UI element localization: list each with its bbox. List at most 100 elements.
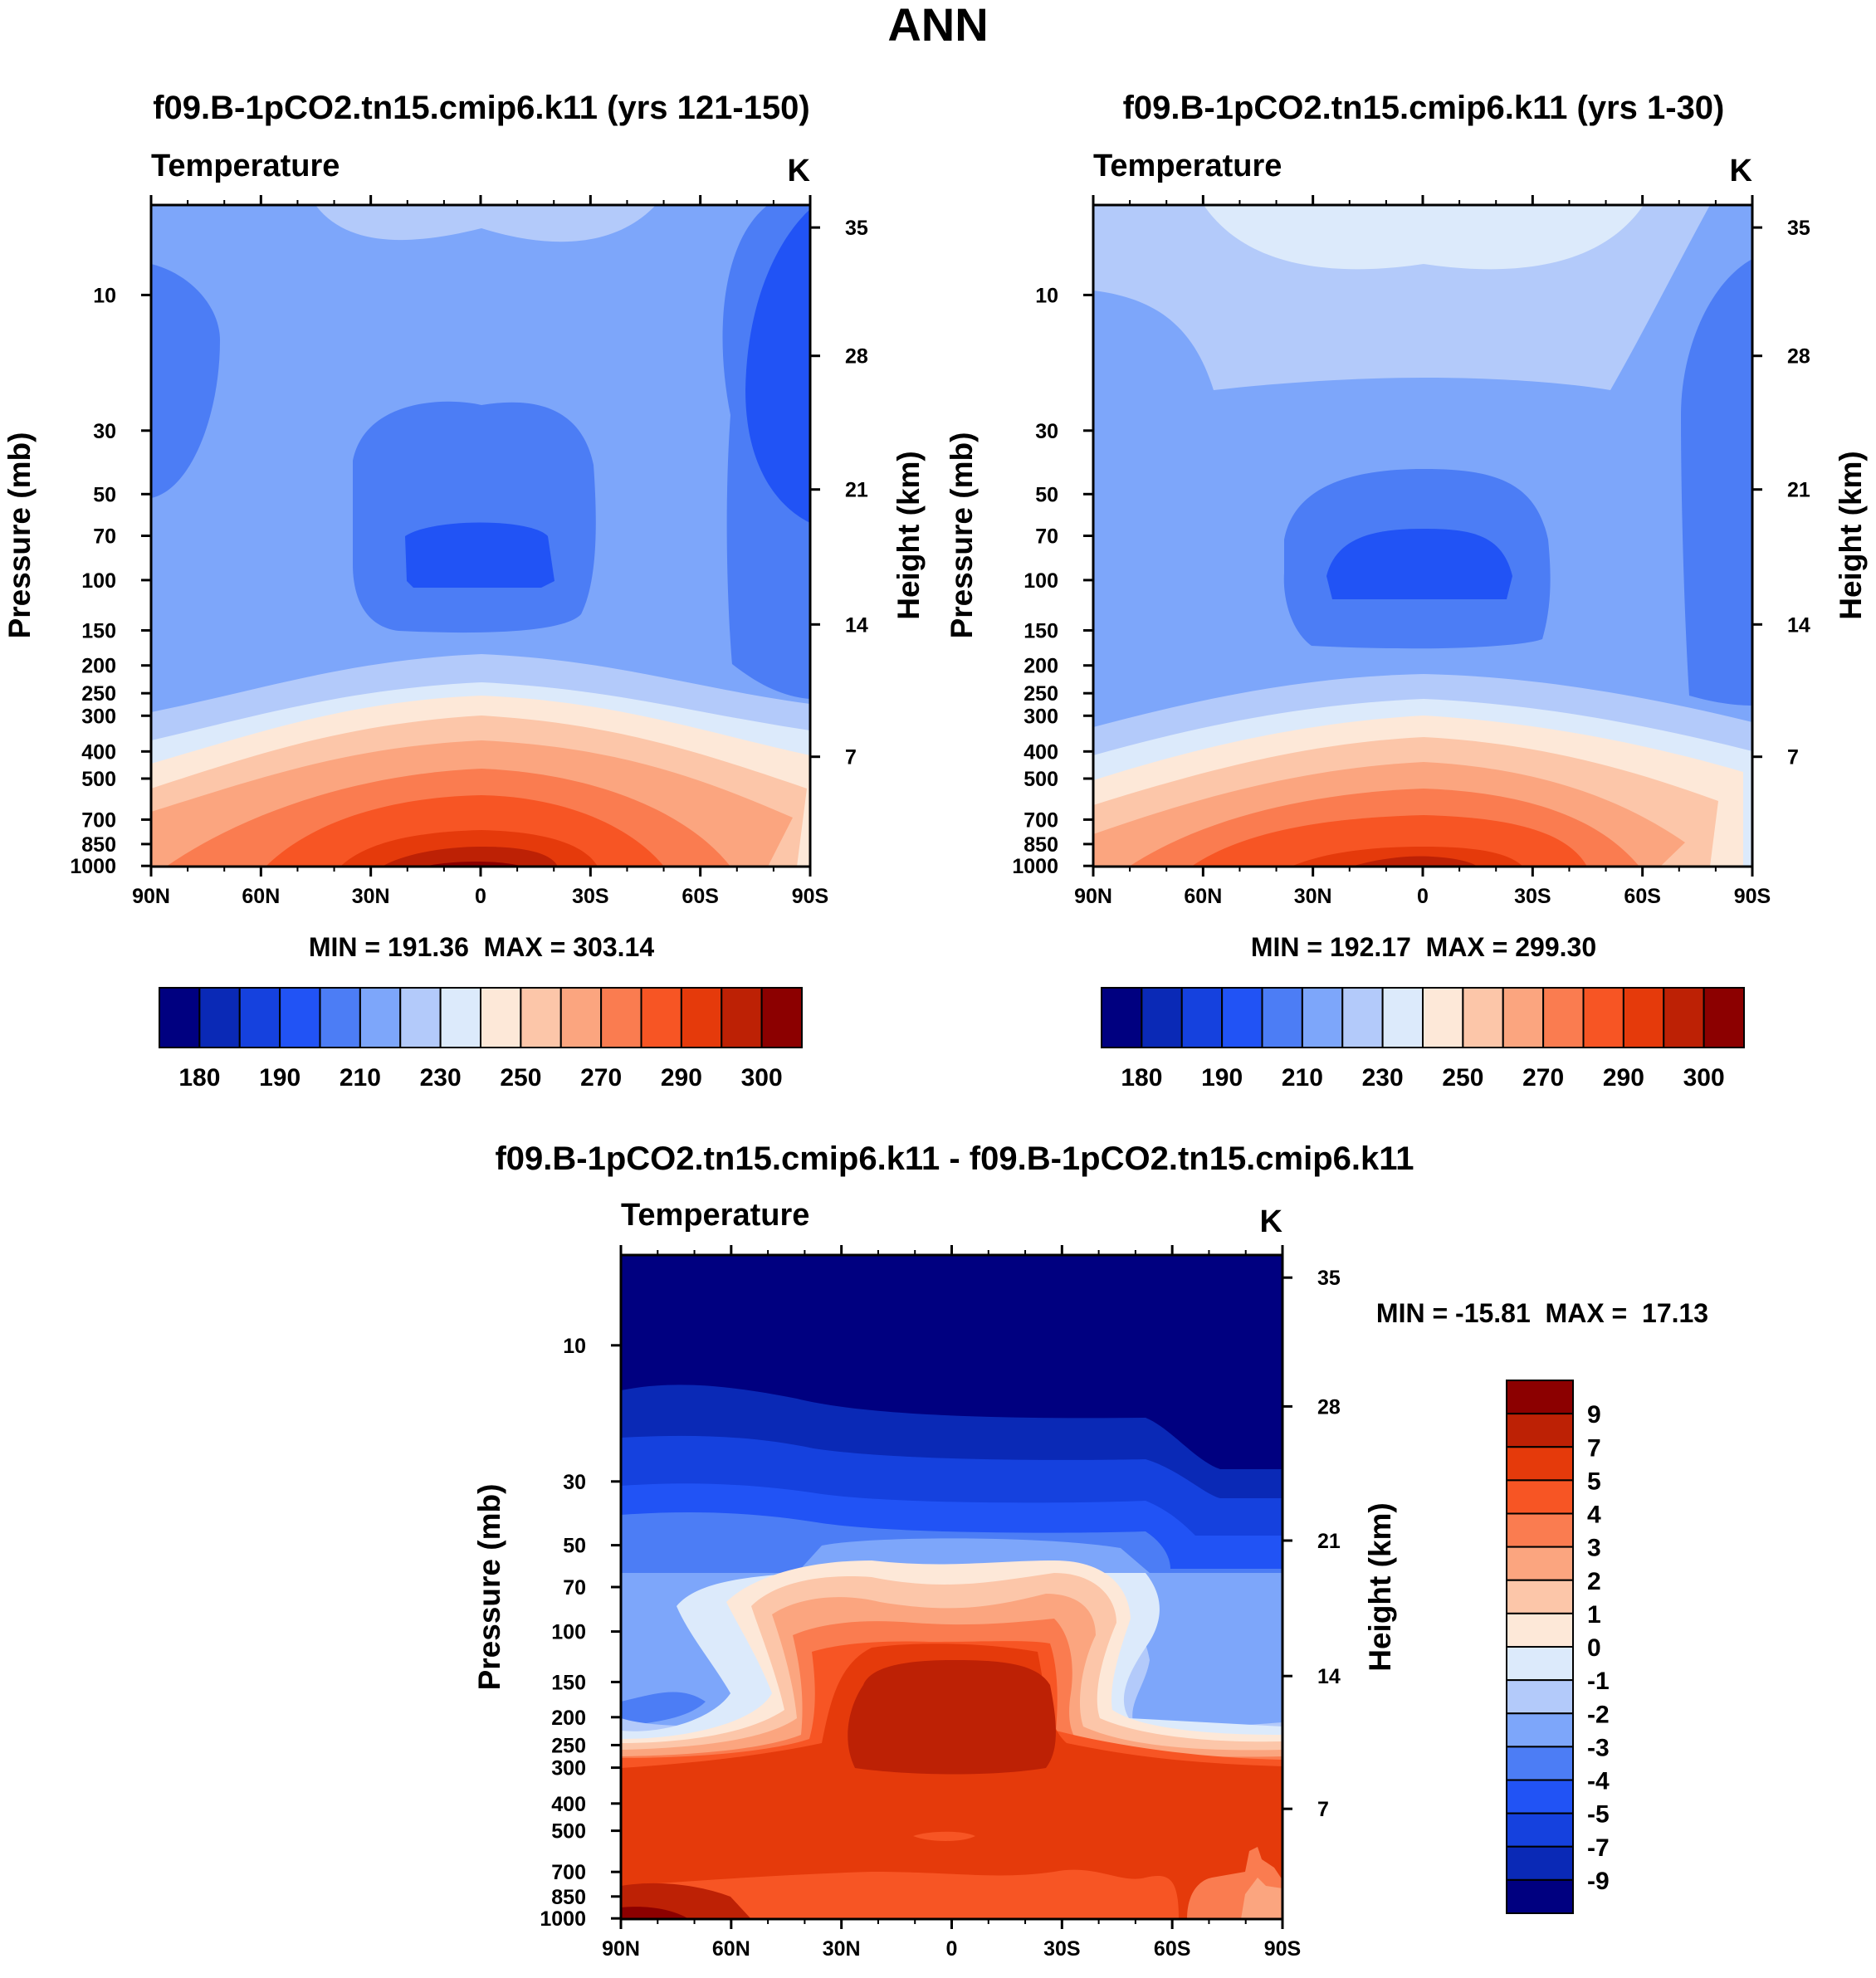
panel-2-ticks-y2tick-label: 28 bbox=[1787, 345, 1810, 369]
colorbar-swatch bbox=[480, 987, 522, 1048]
panel-1-ticks-xtick-label: 90S bbox=[792, 885, 828, 908]
panel-3-ticks-ytick-label: 70 bbox=[563, 1576, 586, 1599]
colorbar-swatch bbox=[721, 987, 763, 1048]
panel-3-ticks-ytick-label: 10 bbox=[563, 1335, 586, 1358]
colorbar-swatch bbox=[1301, 987, 1344, 1048]
panel-2-ticks-ytick-label: 10 bbox=[1035, 284, 1058, 307]
colorbar-label: -9 bbox=[1587, 1868, 1610, 1895]
panel-3-ticks-xtick-label: 0 bbox=[946, 1937, 958, 1961]
colorbar-swatch bbox=[1462, 987, 1504, 1048]
panel-1-ticks-y2tick-label: 28 bbox=[845, 345, 868, 369]
colorbar-swatch bbox=[1180, 987, 1224, 1048]
panel-1-ticks-ytick-label: 250 bbox=[81, 682, 116, 706]
panel-1-contour-tropical-core bbox=[405, 522, 554, 588]
colorbar-swatch bbox=[439, 987, 481, 1048]
panel-1-stats: MIN = 191.36 MAX = 303.14 bbox=[309, 932, 654, 962]
panel-1-ticks-ytick-label: 150 bbox=[81, 619, 116, 642]
panel-3-ticks: 90N 60N 30N 0 30S 60S 90S103050701001502002503… bbox=[540, 1245, 1341, 1961]
panel-2-title: f09.B-1pCO2.tn15.cmip6.k11 (yrs 1-30) bbox=[1123, 90, 1725, 126]
panel-1-contour-np-vortex bbox=[151, 264, 220, 498]
colorbar-swatch bbox=[1341, 987, 1384, 1048]
colorbar-swatch bbox=[198, 987, 241, 1048]
colorbar-label: 290 bbox=[1603, 1064, 1644, 1092]
colorbar-label: -7 bbox=[1587, 1834, 1610, 1862]
colorbar-swatch bbox=[1506, 1413, 1574, 1448]
colorbar-swatch bbox=[1663, 987, 1705, 1048]
colorbar-label: 230 bbox=[1362, 1064, 1404, 1092]
panel-1-ticks-xtick-label: 30N bbox=[352, 885, 390, 908]
colorbar-label: -4 bbox=[1587, 1768, 1610, 1795]
colorbar-label: 1 bbox=[1587, 1601, 1601, 1629]
panel-3-ticks-ytick-label: 850 bbox=[551, 1886, 586, 1909]
panel-1-contour-band-9 bbox=[382, 847, 558, 867]
panel-1-ticks-ytick-label: 200 bbox=[81, 655, 116, 678]
panel-2-ticks-xtick-label: 60S bbox=[1624, 885, 1660, 908]
panel-3-ticks-xtick-label: 60N bbox=[712, 1937, 750, 1961]
colorbar-swatch bbox=[1506, 1679, 1574, 1715]
panel-3-contour-band-7 bbox=[848, 1660, 1056, 1775]
panel-2-contour-tropical-core bbox=[1326, 529, 1512, 599]
colorbar-swatch bbox=[1506, 1878, 1574, 1914]
panel-2-ticks-xtick-label: 60N bbox=[1184, 885, 1222, 908]
panel-2-ticks-ytick-label: 850 bbox=[1023, 833, 1058, 857]
panel-1-ticks-ytick-label: 100 bbox=[81, 569, 116, 593]
panel-2-ticks-ytick-label: 300 bbox=[1023, 705, 1058, 728]
panel-2-units: K bbox=[1730, 154, 1753, 188]
panel-2-ticks-ytick-label: 500 bbox=[1023, 768, 1058, 791]
colorbar-label: 7 bbox=[1587, 1434, 1601, 1462]
panel-1-ticks-ytick-label: 300 bbox=[81, 705, 116, 728]
panel-3-ticks-xtick-label: 30N bbox=[823, 1937, 861, 1961]
panel-1-ticks-ytick-label: 850 bbox=[81, 833, 116, 857]
colorbar-swatch bbox=[1506, 1612, 1574, 1648]
panel-1-ticks-ytick-label: 50 bbox=[93, 483, 116, 506]
panel-1-ticks-xtick-label: 0 bbox=[475, 885, 486, 908]
panel-3-ticks-y2tick-label: 21 bbox=[1317, 1530, 1341, 1553]
colorbar-label: 0 bbox=[1587, 1634, 1601, 1662]
panel-1-contour-band-10 bbox=[423, 861, 523, 867]
colorbar-label: 210 bbox=[1282, 1064, 1323, 1092]
colorbar-label: 190 bbox=[259, 1064, 300, 1092]
panel-1-variable: Temperature bbox=[151, 149, 340, 183]
colorbar-swatch bbox=[1101, 987, 1143, 1048]
panel-2-ticks-xtick-label: 90S bbox=[1734, 885, 1771, 908]
colorbar-swatch bbox=[1506, 1446, 1574, 1482]
panel-3-colorbar bbox=[1506, 1380, 1574, 1914]
colorbar-swatch bbox=[559, 987, 603, 1048]
panel-3-ticks-ytick-label: 200 bbox=[551, 1707, 586, 1730]
panel-2-ticks-ytick-label: 400 bbox=[1023, 740, 1058, 764]
colorbar-swatch bbox=[1506, 1812, 1574, 1848]
figure-title: ANN bbox=[887, 0, 988, 51]
panel-3-contour-patch-upper bbox=[913, 1831, 975, 1841]
colorbar-label: -1 bbox=[1587, 1668, 1610, 1695]
panel-3-contour-surface-warm bbox=[621, 1869, 1179, 1919]
panel-3-contour-field bbox=[621, 1255, 1282, 1919]
panel-2-ticks-ytick-label: 200 bbox=[1023, 655, 1058, 678]
panel-2-ticks: 90N 60N 30N 0 30S 60S 90S103050701001502002503… bbox=[1012, 195, 1810, 908]
panel-3-ticks-ytick-label: 1000 bbox=[540, 1907, 586, 1931]
panel-3-ticks-ytick-label: 700 bbox=[551, 1861, 586, 1884]
colorbar-label: 3 bbox=[1587, 1535, 1601, 1562]
panel-2-ylabel: Pressure (mb) bbox=[945, 432, 979, 639]
colorbar-swatch bbox=[1506, 1712, 1574, 1748]
panel-1-ticks-ytick-label: 30 bbox=[93, 420, 116, 443]
panel-3-ticks-ytick-label: 400 bbox=[551, 1793, 586, 1816]
colorbar-swatch bbox=[1542, 987, 1585, 1048]
panel-2-ticks-ytick-label: 150 bbox=[1023, 619, 1058, 642]
panel-3-ticks-y2tick-label: 35 bbox=[1317, 1267, 1341, 1290]
panel-3-ticks-ytick-label: 50 bbox=[563, 1535, 586, 1558]
colorbar-swatch bbox=[1622, 987, 1665, 1048]
panel-2-ticks-ytick-label: 700 bbox=[1023, 808, 1058, 832]
colorbar-label: 4 bbox=[1587, 1502, 1601, 1529]
colorbar-label: -5 bbox=[1587, 1801, 1610, 1829]
colorbar-swatch bbox=[760, 987, 803, 1048]
panel-2-ticks-y2tick-label: 35 bbox=[1787, 217, 1810, 240]
panel-2-colorbar-labels: 180 190 210 230 250 270 290 300 bbox=[1121, 1064, 1724, 1092]
colorbar-swatch bbox=[1506, 1479, 1574, 1515]
panel-3-ticks-ytick-label: 150 bbox=[551, 1671, 586, 1694]
panel-2-ticks-xtick-label: 30S bbox=[1514, 885, 1551, 908]
panel-2-ticks-y2tick-label: 7 bbox=[1787, 746, 1799, 769]
panel-2-contour-upper-lightest bbox=[1204, 205, 1644, 270]
panel-1-contour-tropical-tropopause bbox=[353, 401, 596, 633]
panel-1-ylabel-right: Height (km) bbox=[892, 451, 926, 620]
panel-2-ticks-y2tick-label: 14 bbox=[1787, 613, 1810, 637]
